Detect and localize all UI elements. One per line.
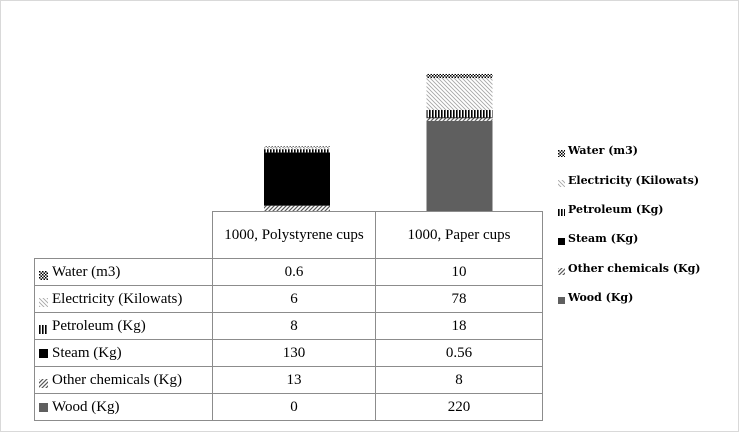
bar-segment-electricity-kilowats: [426, 78, 493, 111]
data-table-value: 130: [212, 339, 376, 367]
legend-swatch: [39, 402, 48, 412]
data-table-value: 6: [212, 285, 376, 313]
data-table-value: 0: [212, 393, 376, 421]
data-table-row: Water (m3) 0.6 10: [34, 258, 543, 286]
legend-swatch: [39, 295, 48, 307]
bar-segment-petroleum-kg: [426, 110, 493, 118]
bar-segment-wood-kg: [426, 120, 493, 211]
data-table-row-label-text: Wood (Kg): [52, 398, 120, 415]
data-table-col-header: 1000, Paper cups: [375, 211, 543, 259]
legend-swatch: [558, 177, 565, 187]
data-table-value: 220: [375, 393, 543, 421]
data-table-value: 8: [375, 366, 543, 394]
legend-label: Electricity (Kilowats): [568, 173, 700, 187]
bar-segment-steam-kg: [264, 152, 330, 206]
bar-segment-water-m3: [264, 146, 330, 148]
legend-item: Water (m3): [558, 136, 700, 165]
data-table-value: 18: [375, 312, 543, 340]
legend-item: Electricity (Kilowats): [558, 165, 700, 194]
bars-layer: [264, 73, 493, 211]
legend-swatch: [558, 294, 565, 305]
data-table-row: Other chemicals (Kg) 13 8: [34, 366, 543, 394]
chart-data-table: 1000, Polystyrene cups 1000, Paper cups …: [34, 211, 543, 421]
data-table-header-row: 1000, Polystyrene cups 1000, Paper cups: [34, 211, 543, 259]
legend-item: Petroleum (Kg): [558, 195, 700, 224]
legend-swatch: [39, 268, 48, 280]
data-table-row-label-text: Steam (Kg): [52, 344, 122, 361]
data-table-row-label: Wood (Kg): [34, 393, 213, 421]
data-table-row-label-text: Other chemicals (Kg): [52, 371, 182, 388]
bar-segment-other-chemicals-kg: [264, 205, 330, 211]
legend-swatch: [39, 376, 48, 388]
data-table-row-label: Steam (Kg): [34, 339, 213, 367]
data-table-value: 0.56: [375, 339, 543, 367]
legend-label: Water (m3): [568, 144, 638, 158]
data-table-row-label-text: Petroleum (Kg): [52, 317, 146, 334]
data-table-row: Steam (Kg) 130 0.56: [34, 339, 543, 367]
legend-item: Steam (Kg): [558, 224, 700, 253]
data-table-row-label: Electricity (Kilowats): [34, 285, 213, 313]
legend-label: Steam (Kg): [568, 232, 639, 246]
legend-swatch: [558, 147, 565, 158]
data-table-value: 8: [212, 312, 376, 340]
bar-segment-petroleum-kg: [264, 149, 330, 153]
legend-label: Wood (Kg): [568, 291, 634, 305]
bar-segment-electricity-kilowats: [264, 146, 330, 150]
data-table-col-header: 1000, Polystyrene cups: [212, 211, 376, 259]
data-table-row-label-text: Water (m3): [52, 263, 121, 280]
data-table-value: 78: [375, 285, 543, 313]
data-table-value: 0.6: [212, 258, 376, 286]
data-table-corner: [34, 211, 213, 259]
data-table-row-label: Other chemicals (Kg): [34, 366, 213, 394]
data-table-row-label-text: Electricity (Kilowats): [52, 290, 183, 307]
legend-swatch: [558, 265, 565, 275]
legend-label: Petroleum (Kg): [568, 202, 664, 216]
bar-segment-steam-kg: [426, 117, 493, 119]
bar-segment-other-chemicals-kg: [426, 117, 493, 121]
legend-swatch: [558, 206, 565, 216]
legend-swatch: [39, 348, 48, 358]
legend-label: Other chemicals (Kg): [568, 261, 701, 275]
data-table-row: Electricity (Kilowats) 6 78: [34, 285, 543, 313]
data-table-value: 13: [212, 366, 376, 394]
legend-item: Other chemicals (Kg): [558, 254, 700, 283]
data-table-row: Wood (Kg) 0 220: [34, 393, 543, 421]
data-table-row-label: Petroleum (Kg): [34, 312, 213, 340]
data-table-body: Water (m3) 0.6 10 Electricity (Kilowats) 6 78…: [34, 258, 543, 421]
legend-swatch: [558, 235, 565, 246]
data-table-row: Petroleum (Kg) 8 18: [34, 312, 543, 340]
data-table-value: 10: [375, 258, 543, 286]
legend-item: Wood (Kg): [558, 283, 700, 312]
legend-swatch: [39, 322, 48, 334]
chart-legend: Water (m3) Electricity (Kilowats) Petroleu…: [558, 136, 700, 312]
data-table-row-label: Water (m3): [34, 258, 213, 286]
bar-segment-water-m3: [426, 73, 493, 79]
